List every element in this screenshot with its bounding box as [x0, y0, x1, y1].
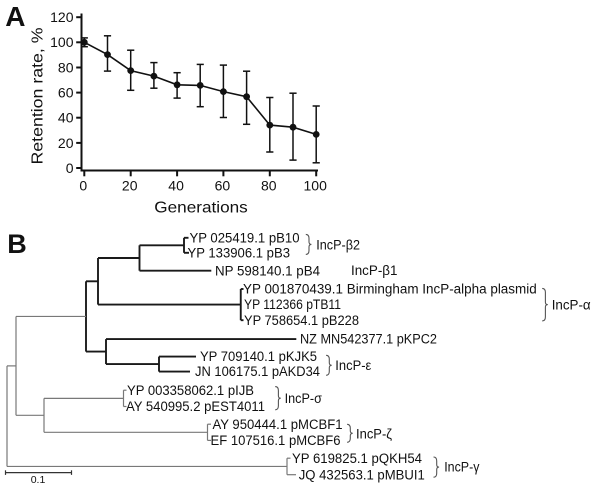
svg-text:60: 60: [58, 85, 74, 101]
svg-text:YP 133906.1 pB3: YP 133906.1 pB3: [188, 245, 291, 260]
svg-text:YP 001870439.1 Birmingham IncP: YP 001870439.1 Birmingham IncP-alpha pla…: [243, 282, 537, 297]
svg-text:AY 540995.2 pEST4011: AY 540995.2 pEST4011: [126, 399, 265, 414]
svg-text:Retention rate, %: Retention rate, %: [30, 28, 47, 165]
svg-text:NP 598140.1 pB4: NP 598140.1 pB4: [215, 263, 320, 278]
svg-text:EF 107516.1 pMCBF6: EF 107516.1 pMCBF6: [211, 433, 341, 448]
svg-text:60: 60: [215, 177, 231, 193]
svg-text:YP 003358062.1 pIJB: YP 003358062.1 pIJB: [127, 383, 254, 398]
svg-text:A: A: [5, 1, 25, 32]
svg-text:IncP-α: IncP-α: [552, 298, 591, 313]
svg-text:100: 100: [304, 177, 328, 193]
svg-text:IncP-σ: IncP-σ: [285, 391, 323, 406]
svg-text:0.1: 0.1: [31, 474, 46, 486]
svg-text:YP 709140.1 pKJK5: YP 709140.1 pKJK5: [200, 349, 317, 364]
svg-text:40: 40: [58, 110, 74, 126]
svg-text:YP 758654.1 pB228: YP 758654.1 pB228: [244, 313, 359, 328]
svg-text:YP 112366 pTB11: YP 112366 pTB11: [244, 297, 341, 312]
svg-text:20: 20: [122, 177, 138, 193]
svg-text:100: 100: [50, 34, 74, 50]
svg-text:IncP-ζ: IncP-ζ: [356, 426, 392, 441]
svg-text:40: 40: [168, 177, 184, 193]
svg-text:JN 106175.1 pAKD34: JN 106175.1 pAKD34: [195, 364, 320, 379]
svg-text:B: B: [7, 229, 27, 259]
svg-text:AY 950444.1 pMCBF1: AY 950444.1 pMCBF1: [213, 417, 343, 432]
svg-text:YP 619825.1 pQKH54: YP 619825.1 pQKH54: [292, 451, 422, 466]
svg-text:IncP-ε: IncP-ε: [335, 358, 371, 373]
svg-text:IncP-β2: IncP-β2: [316, 238, 360, 253]
svg-text:NZ MN542377.1 pKPC2: NZ MN542377.1 pKPC2: [300, 332, 437, 347]
svg-text:IncP-β1: IncP-β1: [351, 263, 398, 278]
svg-text:IncP-γ: IncP-γ: [444, 459, 480, 474]
svg-text:JQ 432563.1 pMBUI1: JQ 432563.1 pMBUI1: [299, 467, 425, 482]
svg-text:20: 20: [58, 135, 74, 151]
svg-text:0: 0: [66, 160, 74, 176]
svg-text:Generations: Generations: [154, 200, 248, 217]
svg-text:YP 025419.1 pB10: YP 025419.1 pB10: [190, 230, 300, 245]
svg-text:0: 0: [79, 177, 87, 193]
svg-text:80: 80: [58, 59, 74, 75]
svg-text:120: 120: [50, 9, 74, 25]
svg-text:80: 80: [261, 177, 277, 193]
